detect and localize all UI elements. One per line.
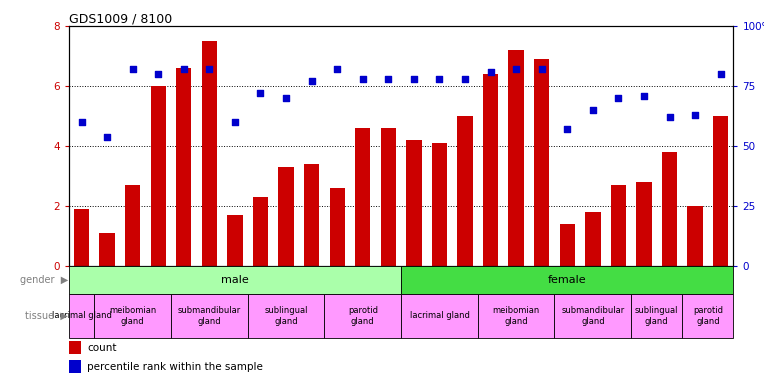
- Bar: [202, 41, 217, 266]
- Point: [484, 69, 497, 75]
- Bar: [253, 197, 268, 266]
- Bar: [278, 167, 293, 266]
- Bar: [69, 360, 81, 373]
- Bar: [610, 185, 626, 266]
- Point: [408, 76, 420, 82]
- Text: lacrimal gland: lacrimal gland: [52, 311, 112, 320]
- Text: submandibular
gland: submandibular gland: [562, 306, 624, 326]
- Bar: [329, 188, 345, 266]
- Point: [76, 119, 88, 125]
- Bar: [555, 294, 631, 338]
- Point: [203, 66, 215, 72]
- Bar: [406, 140, 422, 266]
- Text: GDS1009 / 8100: GDS1009 / 8100: [69, 12, 172, 25]
- Bar: [176, 68, 192, 266]
- Text: gender  ▶: gender ▶: [20, 275, 68, 285]
- Text: female: female: [548, 275, 587, 285]
- Bar: [380, 128, 396, 266]
- Point: [433, 76, 445, 82]
- Bar: [74, 209, 89, 266]
- Bar: [662, 152, 677, 266]
- Point: [152, 71, 164, 77]
- Point: [254, 90, 267, 96]
- Text: parotid
gland: parotid gland: [348, 306, 377, 326]
- Bar: [636, 182, 652, 266]
- Point: [382, 76, 394, 82]
- Point: [357, 76, 369, 82]
- Bar: [355, 128, 371, 266]
- Bar: [713, 116, 728, 266]
- Bar: [559, 224, 575, 266]
- Point: [587, 107, 599, 113]
- Bar: [99, 233, 115, 266]
- Bar: [69, 341, 81, 354]
- Text: lacrimal gland: lacrimal gland: [410, 311, 469, 320]
- Text: sublingual
gland: sublingual gland: [264, 306, 308, 326]
- Point: [306, 78, 318, 84]
- Bar: [171, 294, 248, 338]
- Text: tissue  ▶: tissue ▶: [25, 311, 68, 321]
- Bar: [125, 185, 141, 266]
- Bar: [682, 294, 733, 338]
- Text: male: male: [221, 275, 249, 285]
- Point: [663, 114, 675, 120]
- Point: [689, 112, 701, 118]
- Bar: [151, 86, 166, 266]
- Bar: [69, 266, 401, 294]
- Point: [101, 134, 113, 140]
- Bar: [94, 294, 171, 338]
- Bar: [227, 215, 243, 266]
- Point: [178, 66, 190, 72]
- Point: [459, 76, 471, 82]
- Text: sublingual
gland: sublingual gland: [635, 306, 678, 326]
- Point: [561, 126, 573, 132]
- Bar: [688, 206, 703, 266]
- Point: [229, 119, 241, 125]
- Bar: [483, 74, 498, 266]
- Point: [127, 66, 139, 72]
- Point: [612, 95, 624, 101]
- Bar: [585, 212, 601, 266]
- Point: [510, 66, 523, 72]
- Point: [331, 66, 343, 72]
- Bar: [401, 266, 733, 294]
- Bar: [432, 143, 447, 266]
- Bar: [478, 294, 555, 338]
- Bar: [248, 294, 325, 338]
- Text: parotid
gland: parotid gland: [693, 306, 723, 326]
- Text: percentile rank within the sample: percentile rank within the sample: [87, 362, 264, 372]
- Bar: [458, 116, 473, 266]
- Bar: [509, 50, 524, 266]
- Text: submandibular
gland: submandibular gland: [178, 306, 241, 326]
- Point: [638, 93, 650, 99]
- Bar: [325, 294, 401, 338]
- Point: [536, 66, 548, 72]
- Bar: [69, 294, 94, 338]
- Bar: [534, 59, 549, 266]
- Text: count: count: [87, 343, 117, 353]
- Bar: [631, 294, 682, 338]
- Point: [280, 95, 292, 101]
- Point: [714, 71, 727, 77]
- Text: meibomian
gland: meibomian gland: [109, 306, 157, 326]
- Bar: [401, 294, 478, 338]
- Bar: [304, 164, 319, 266]
- Text: meibomian
gland: meibomian gland: [493, 306, 539, 326]
